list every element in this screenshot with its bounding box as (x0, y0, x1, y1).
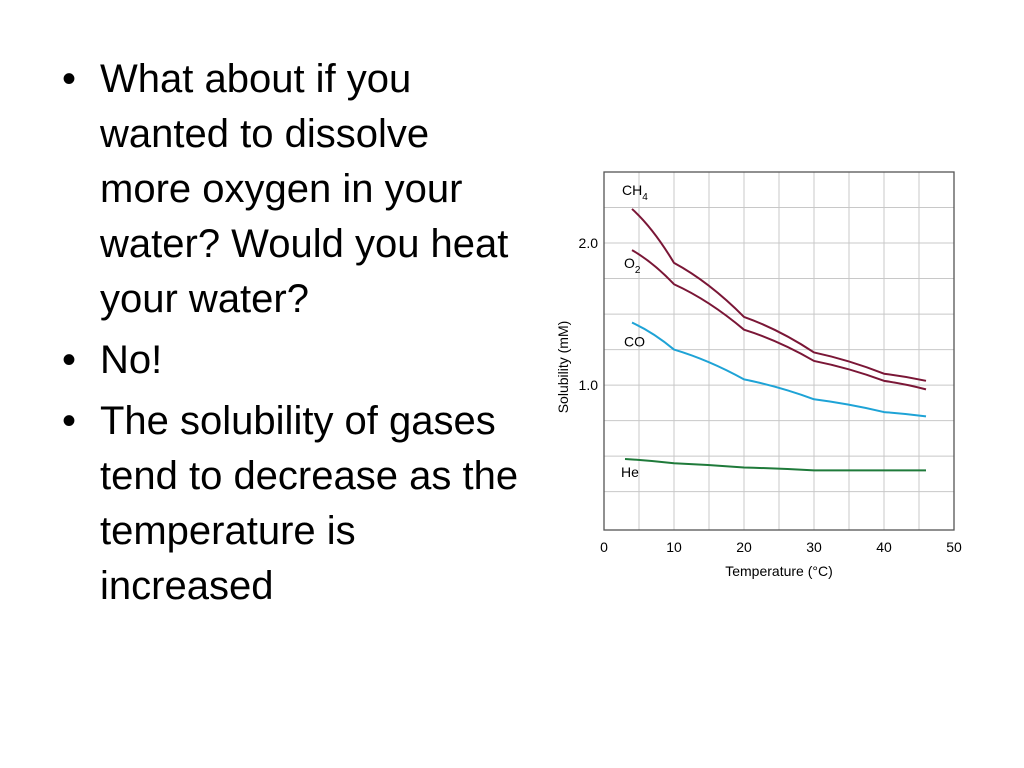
x-tick-label: 0 (600, 539, 608, 555)
y-tick-label: 1.0 (579, 377, 599, 393)
y-axis-label: Solubility (mM) (555, 321, 571, 414)
bullet-text: What about if you wanted to dissolve mor… (100, 57, 509, 321)
bullet-item: • The solubility of gases tend to decrea… (58, 394, 528, 614)
bullet-text: No! (100, 338, 163, 382)
bullet-text: The solubility of gases tend to decrease… (100, 399, 519, 608)
x-tick-label: 50 (946, 539, 962, 555)
x-tick-label: 10 (666, 539, 682, 555)
bullet-list: • What about if you wanted to dissolve m… (58, 52, 528, 620)
series-label-o: O2 (624, 255, 641, 276)
bullet-dot-icon: • (62, 399, 77, 443)
bullet-item: • What about if you wanted to dissolve m… (58, 52, 528, 327)
solubility-chart: 0 10 20 30 40 50 1.0 2.0 Temperature (°C) Solubil… (555, 171, 962, 579)
series-line-ch (631, 208, 927, 382)
bullet-dot-icon: • (62, 57, 77, 101)
x-tick-label: 30 (806, 539, 822, 555)
x-axis-label: Temperature (°C) (725, 563, 833, 579)
bullet-item: • No! (58, 333, 528, 388)
x-tick-label: 40 (876, 539, 892, 555)
series-label-co: CO (624, 334, 645, 350)
series-label-ch: CH4 (622, 182, 648, 203)
series-line-co (631, 321, 927, 418)
series-label-he: He (621, 464, 639, 480)
plot-frame (603, 171, 955, 531)
series-line-o (631, 249, 927, 391)
series-line-he (624, 457, 926, 472)
y-tick-label: 2.0 (579, 235, 599, 251)
x-tick-label: 20 (736, 539, 752, 555)
bullet-dot-icon: • (62, 338, 77, 382)
